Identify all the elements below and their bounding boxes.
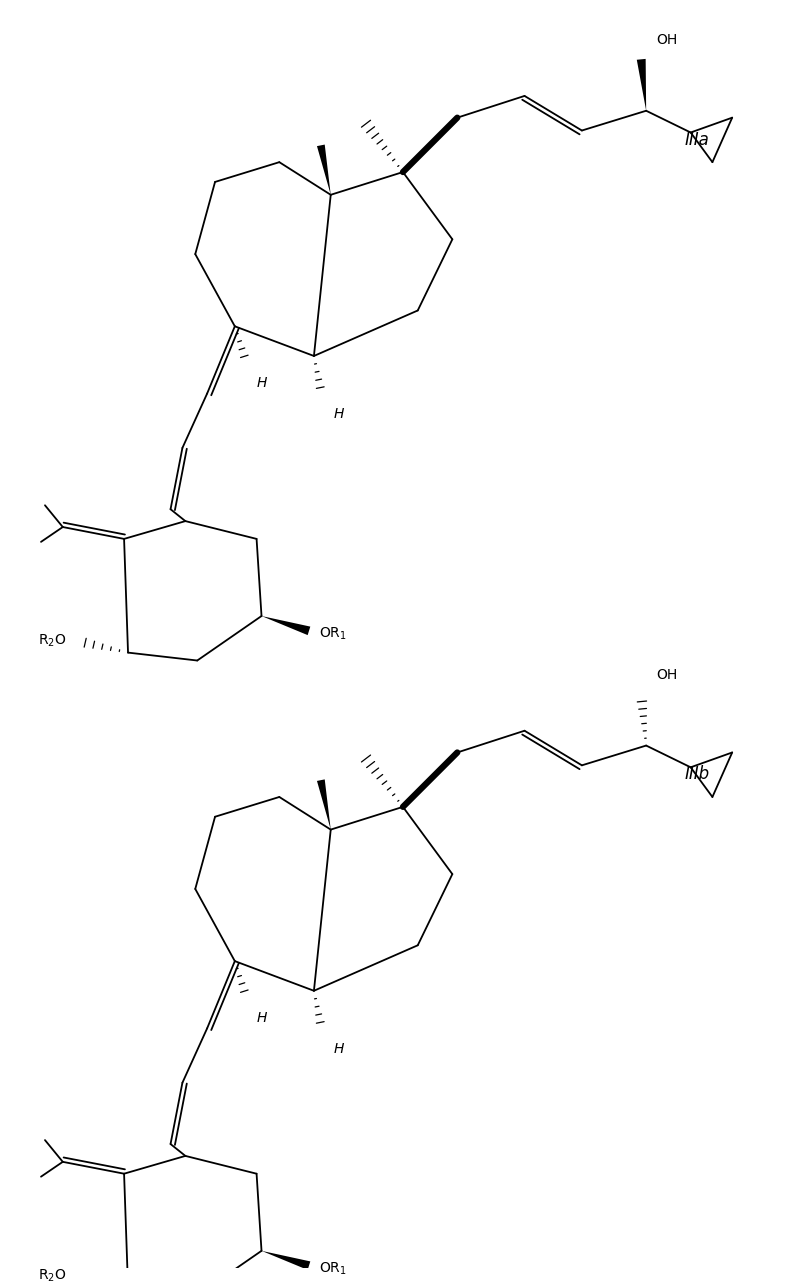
Polygon shape	[317, 145, 331, 195]
Polygon shape	[317, 779, 331, 829]
Polygon shape	[262, 1251, 310, 1270]
Text: R$_2$O: R$_2$O	[38, 1268, 66, 1282]
Text: H: H	[256, 376, 267, 390]
Polygon shape	[637, 59, 646, 110]
Text: OH: OH	[656, 33, 677, 47]
Text: OR$_1$: OR$_1$	[319, 626, 346, 642]
Text: IIIb: IIIb	[685, 765, 710, 783]
Text: R$_2$O: R$_2$O	[38, 632, 66, 649]
Text: H: H	[334, 408, 344, 422]
Text: OR$_1$: OR$_1$	[319, 1260, 346, 1277]
Text: IIIa: IIIa	[685, 131, 710, 149]
Polygon shape	[262, 617, 310, 635]
Text: H: H	[256, 1010, 267, 1024]
Text: OH: OH	[656, 668, 677, 682]
Text: H: H	[334, 1042, 344, 1056]
